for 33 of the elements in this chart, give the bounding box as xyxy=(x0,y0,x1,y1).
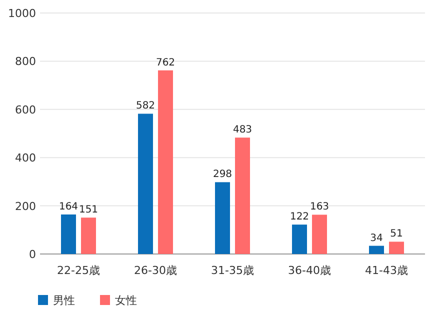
bar xyxy=(138,114,153,254)
bar xyxy=(81,218,96,254)
y-tick-label: 400 xyxy=(15,152,36,165)
data-label: 762 xyxy=(156,57,176,68)
data-label: 51 xyxy=(390,228,403,240)
data-label: 483 xyxy=(232,124,252,136)
data-label: 298 xyxy=(212,169,232,180)
legend-label: 女性 xyxy=(115,294,137,307)
data-label: 164 xyxy=(58,201,78,212)
bar xyxy=(235,138,250,254)
bar xyxy=(215,182,230,254)
x-tick-label: 26-30歳 xyxy=(134,264,177,277)
data-label: 163 xyxy=(310,202,330,213)
y-tick-label: 0 xyxy=(29,248,36,261)
legend-label: 男性 xyxy=(53,294,75,307)
x-tick-label: 22-25歳 xyxy=(57,264,100,277)
data-label: 151 xyxy=(78,204,98,216)
bar xyxy=(312,214,327,254)
data-label: 122 xyxy=(290,212,310,223)
data-label: 582 xyxy=(136,100,156,112)
bar xyxy=(389,242,404,254)
y-tick-label: 600 xyxy=(15,103,36,116)
y-tick-label: 1000 xyxy=(8,7,36,20)
data-label: 34 xyxy=(370,232,383,244)
bar xyxy=(61,214,76,254)
bar xyxy=(292,224,307,254)
y-tick-label: 200 xyxy=(15,200,36,213)
bar xyxy=(369,246,384,254)
x-tick-label: 36-40歳 xyxy=(288,264,331,277)
y-tick-label: 800 xyxy=(15,55,36,68)
x-tick-label: 31-35歳 xyxy=(211,264,254,277)
x-tick-label: 41-43歳 xyxy=(365,264,408,277)
bar xyxy=(158,70,173,254)
